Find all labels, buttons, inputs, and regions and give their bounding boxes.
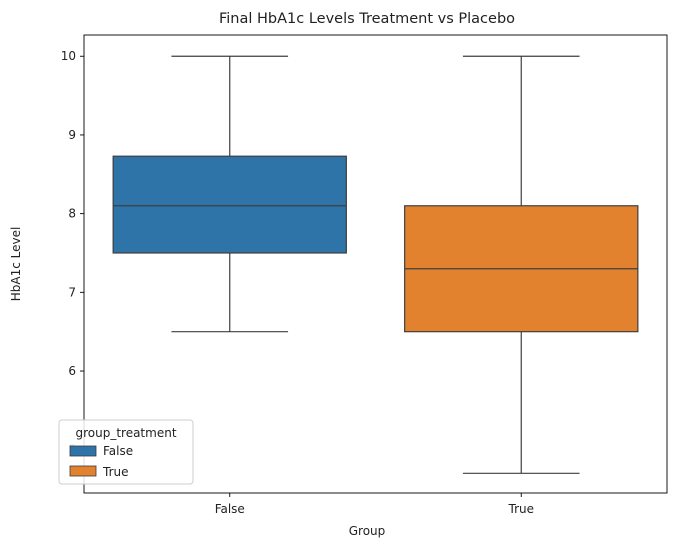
box-true — [404, 55, 639, 474]
y-axis: 5678910 — [61, 49, 84, 457]
legend: group_treatment False True — [58, 419, 194, 485]
legend-swatch-true — [69, 465, 97, 477]
legend-label-false: False — [103, 444, 133, 458]
y-tick-label: 7 — [68, 285, 76, 299]
box-series — [112, 55, 639, 474]
y-tick-label: 6 — [68, 364, 76, 378]
x-axis-title: Group — [349, 524, 386, 538]
chart-title: Final HbA1c Levels Treatment vs Placebo — [219, 11, 515, 27]
y-tick-label: 8 — [68, 207, 76, 221]
x-tick-label: True — [508, 502, 535, 516]
y-tick-label: 10 — [61, 49, 76, 63]
box-iqr — [112, 155, 347, 254]
box-false — [112, 55, 347, 333]
x-tick-label: False — [215, 502, 245, 516]
legend-label-true: True — [102, 465, 129, 479]
y-axis-title: HbA1c Level — [9, 227, 23, 302]
legend-title: group_treatment — [75, 426, 176, 440]
plot-frame — [83, 34, 668, 494]
x-axis: False True — [215, 493, 534, 516]
legend-swatch-false — [69, 445, 97, 457]
y-tick-label: 9 — [68, 128, 76, 142]
